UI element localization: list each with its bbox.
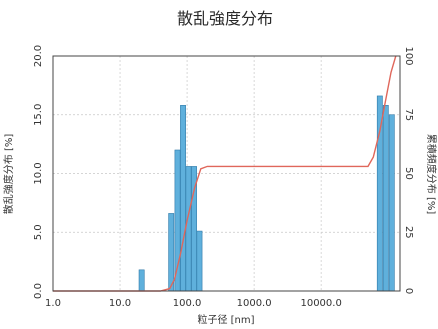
- y2-axis-label: 累積頻度分布 [%]: [425, 134, 438, 215]
- y2-tick-label: 25: [403, 226, 414, 239]
- y-tick-label: 5.0: [33, 224, 44, 240]
- y-tick-label: 0.0: [33, 283, 44, 299]
- y2-tick-label: 50: [403, 167, 414, 180]
- y2-tick-label: 100: [403, 46, 414, 65]
- cumulative-line: [53, 55, 397, 292]
- x-tick-label: 10.0: [109, 298, 131, 309]
- bar: [174, 149, 181, 292]
- cumulative-line-path: [53, 55, 397, 292]
- plot-frame: [52, 55, 401, 292]
- bar: [196, 230, 203, 292]
- y-tick-label: 20.0: [33, 45, 44, 67]
- y2-tick-label: 75: [403, 108, 414, 121]
- y2-tick-label: 0: [403, 288, 414, 294]
- y-tick-labels: 0.0 5.0 10.0 15.0 20.0: [33, 45, 44, 299]
- bar: [138, 269, 145, 292]
- y2-tick-labels: 0 25 50 75 100: [403, 46, 414, 294]
- x-tick-labels: 1.0 10.0 100.0 1000.0 10000.0: [45, 298, 342, 309]
- grid-lines: [53, 56, 400, 291]
- bar: [376, 95, 383, 292]
- y-axis-label: 散乱強度分布 [%]: [2, 134, 15, 215]
- x-tick-label: 100.0: [173, 298, 202, 309]
- bar: [382, 105, 389, 292]
- x-axis-label: 粒子径 [nm]: [197, 313, 254, 326]
- x-tick-label: 10000.0: [300, 298, 341, 309]
- x-tick-label: 1000.0: [237, 298, 272, 309]
- chart-title: 散乱強度分布: [177, 9, 273, 28]
- bar-series: [138, 95, 395, 292]
- bar: [180, 105, 186, 292]
- y-tick-label: 10.0: [33, 162, 44, 184]
- bar: [388, 114, 395, 292]
- bar: [168, 213, 175, 292]
- x-tick-label: 1.0: [45, 298, 61, 309]
- bar: [185, 166, 192, 292]
- y-tick-label: 15.0: [33, 104, 44, 126]
